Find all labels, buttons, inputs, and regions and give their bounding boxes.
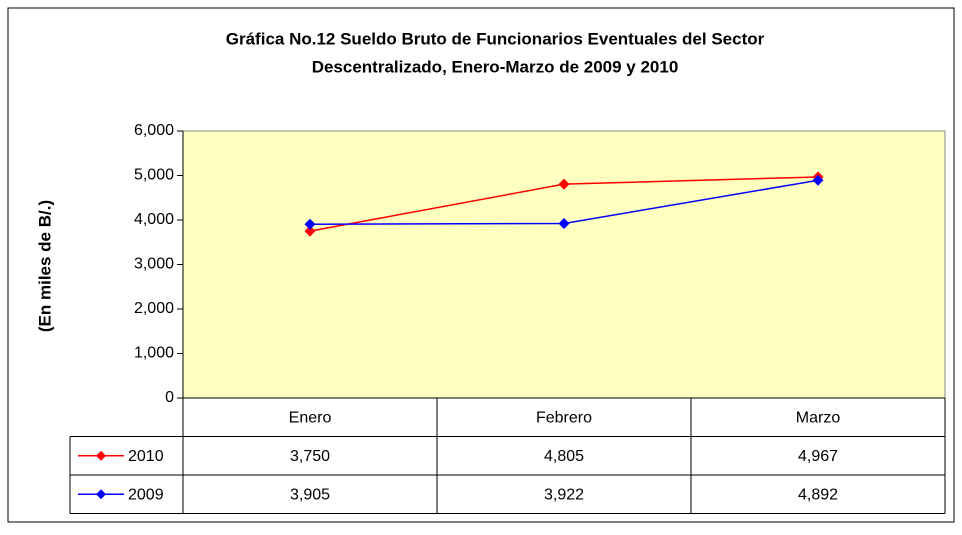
y-tick-label: 5,000 bbox=[134, 167, 174, 184]
data-point bbox=[558, 178, 570, 190]
data-point bbox=[812, 174, 824, 186]
y-tick-label: 0 bbox=[165, 389, 174, 406]
y-tick-label: 2,000 bbox=[134, 300, 174, 317]
table-value: 3,905 bbox=[290, 486, 330, 503]
chart-title: Descentralizado, Enero-Marzo de 2009 y 2… bbox=[312, 57, 679, 76]
table-value: 4,892 bbox=[798, 486, 838, 503]
y-tick-label: 3,000 bbox=[134, 256, 174, 273]
table-value: 4,967 bbox=[798, 448, 838, 465]
y-tick-label: 4,000 bbox=[134, 211, 174, 228]
plot-area bbox=[182, 130, 946, 399]
legend-marker bbox=[96, 450, 106, 461]
x-tick-label: Enero bbox=[289, 409, 332, 426]
x-tick-label: Febrero bbox=[536, 409, 592, 426]
chart-title: Gráfica No.12 Sueldo Bruto de Funcionari… bbox=[226, 29, 765, 48]
table-value: 3,922 bbox=[544, 486, 584, 503]
y-tick-label: 6,000 bbox=[134, 122, 174, 139]
y-axis-label: (En miles de B/.) bbox=[35, 200, 54, 332]
data-point bbox=[304, 225, 316, 237]
data-point bbox=[304, 218, 316, 230]
data-point bbox=[558, 217, 570, 229]
x-tick-label: Marzo bbox=[796, 409, 841, 426]
legend-label: 2010 bbox=[128, 448, 164, 465]
legend-label: 2009 bbox=[128, 486, 164, 503]
legend-marker bbox=[96, 489, 106, 500]
y-tick-label: 1,000 bbox=[134, 345, 174, 362]
table-value: 3,750 bbox=[290, 448, 330, 465]
table-value: 4,805 bbox=[544, 448, 584, 465]
